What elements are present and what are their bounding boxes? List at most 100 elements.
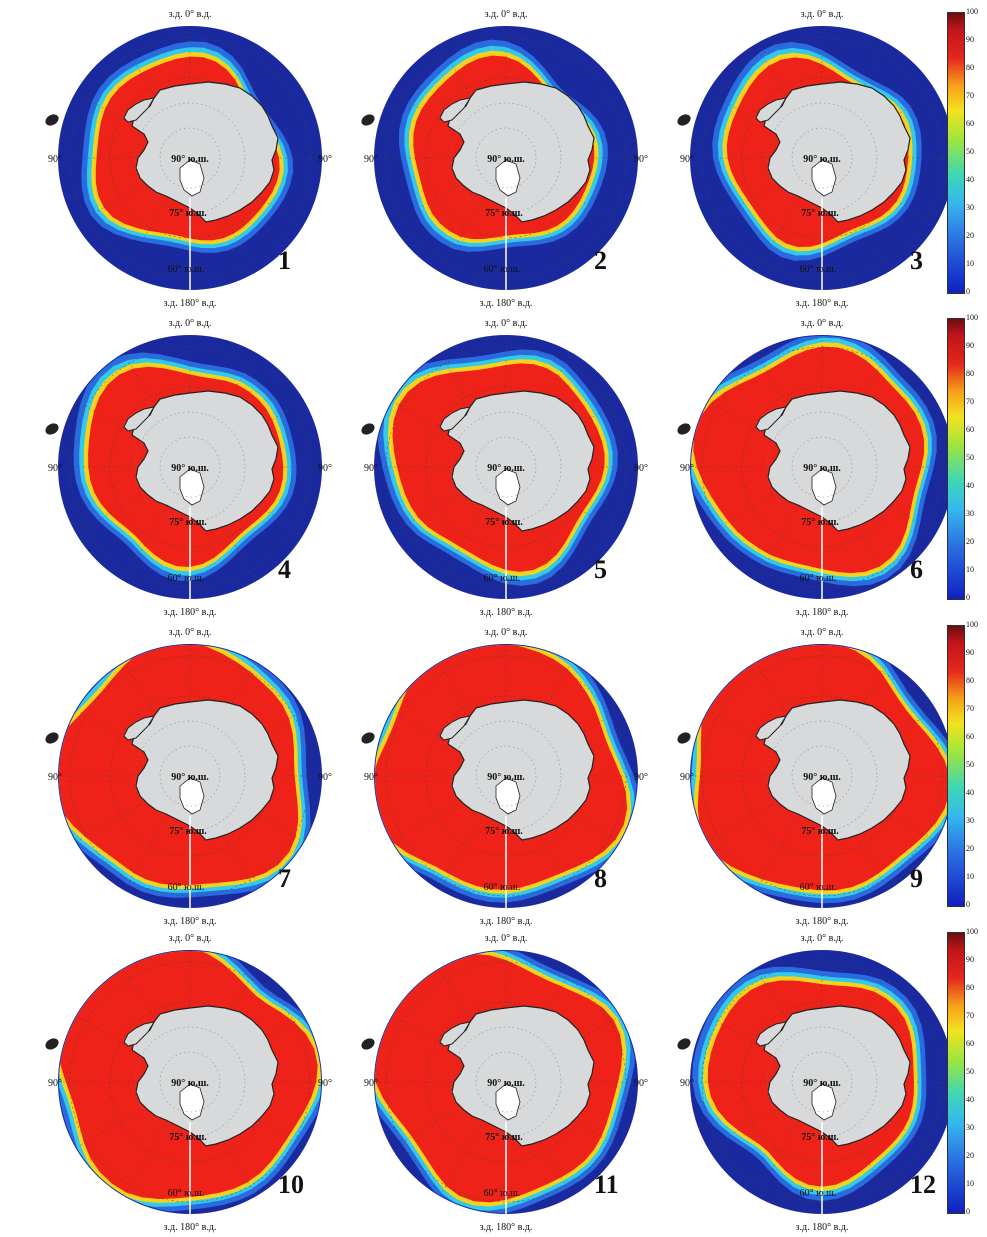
island-marker: [361, 423, 375, 435]
label-right: 90°: [318, 772, 332, 783]
antarctic-peninsula: [123, 715, 156, 741]
ross-ice-shelf: [811, 468, 837, 506]
label-pole: 90° ю.ш.: [487, 463, 525, 474]
label-top: з.д. 0° в.д.: [485, 627, 528, 638]
colorbar-gradient: [947, 12, 965, 294]
colorbar-tick-label: 30: [966, 509, 974, 518]
island-marker: [361, 732, 375, 744]
label-bottom: з.д. 180° в.д.: [480, 1222, 533, 1233]
ross-ice-shelf: [179, 1083, 205, 1121]
label-pole: 90° ю.ш.: [803, 154, 841, 165]
label-lat75: 75° ю.ш.: [169, 517, 207, 528]
colorbar-3: 100 90 80 70 60 50 40 30 20 10 0: [947, 620, 978, 909]
polar-map: з.д. 0° в.д.з.д. 180° в.д.90°90°90° ю.ш.…: [45, 9, 332, 309]
colorbar-tick-label: 0: [966, 287, 970, 296]
colorbar-tick-label: 10: [966, 872, 974, 881]
ross-ice-shelf: [179, 159, 205, 197]
ross-ice-shelf: [495, 777, 521, 815]
label-right: 90°: [634, 154, 648, 165]
island-marker: [677, 732, 691, 744]
label-bottom: з.д. 180° в.д.: [480, 298, 533, 309]
colorbar-2: 100 90 80 70 60 50 40 30 20 10 0: [947, 313, 978, 602]
antarctic-peninsula: [439, 1021, 472, 1047]
island-marker: [45, 114, 59, 126]
colorbar-tick-label: 100: [966, 927, 978, 936]
label-right: 90°: [634, 463, 648, 474]
label-pole: 90° ю.ш.: [803, 1078, 841, 1089]
colorbar-tick-label: 10: [966, 565, 974, 574]
label-top: з.д. 0° в.д.: [169, 627, 212, 638]
panel-number: 7: [278, 864, 291, 893]
panel-number: 10: [278, 1170, 304, 1199]
island-marker: [677, 1038, 691, 1050]
antarctic-peninsula: [439, 406, 472, 432]
colorbar-tick-label: 0: [966, 593, 970, 602]
label-pole: 90° ю.ш.: [803, 772, 841, 783]
colorbar-tick-label: 20: [966, 537, 974, 546]
polar-map: з.д. 0° в.д.з.д. 180° в.д.90°90°90° ю.ш.…: [361, 933, 648, 1233]
antarctica-landmass: [763, 81, 911, 223]
colorbar-tick-label: 80: [966, 369, 974, 378]
antarctica-landmass: [447, 81, 595, 223]
label-bottom: з.д. 180° в.д.: [480, 916, 533, 927]
label-lat60: 60° ю.ш.: [800, 1188, 837, 1199]
island-marker: [45, 423, 59, 435]
label-lat60: 60° ю.ш.: [800, 573, 837, 584]
island-marker: [677, 423, 691, 435]
label-top: з.д. 0° в.д.: [169, 318, 212, 329]
label-right: 90°: [318, 463, 332, 474]
island-marker: [45, 732, 59, 744]
colorbar-tick-label: 20: [966, 1151, 974, 1160]
map-panel-1: з.д. 0° в.д. з.д. 180° в.д. 90° 90° 90° ю.ш.…: [40, 8, 340, 309]
label-lat60: 60° ю.ш.: [800, 264, 837, 275]
polar-map: з.д. 0° в.д.з.д. 180° в.д.90°90°90° ю.ш.…: [677, 933, 964, 1233]
colorbar-4: 100 90 80 70 60 50 40 30 20 10 0: [947, 927, 978, 1216]
antarctica-landmass: [763, 699, 911, 841]
colorbar-tick-label: 10: [966, 259, 974, 268]
ross-ice-shelf: [495, 159, 521, 197]
colorbar-tick-label: 30: [966, 1123, 974, 1132]
polar-map: з.д. 0° в.д.з.д. 180° в.д.90°90°90° ю.ш.…: [361, 9, 648, 309]
label-right: 90°: [634, 772, 648, 783]
colorbar-tick-label: 60: [966, 732, 974, 741]
antarctica-landmass: [763, 1005, 911, 1147]
colorbar-tick-label: 100: [966, 313, 978, 322]
polar-map: з.д. 0° в.д.з.д. 180° в.д.90°90°90° ю.ш.…: [45, 627, 332, 927]
label-bottom: з.д. 180° в.д.: [480, 607, 533, 618]
colorbar-tick-label: 60: [966, 425, 974, 434]
ross-ice-shelf: [495, 468, 521, 506]
label-top: з.д. 0° в.д.: [801, 933, 844, 944]
label-left: 90°: [680, 154, 694, 165]
label-top: з.д. 0° в.д.: [169, 9, 212, 20]
colorbar-tick-label: 30: [966, 816, 974, 825]
label-bottom: з.д. 180° в.д.: [796, 298, 849, 309]
polar-map: з.д. 0° в.д.з.д. 180° в.д.90°90°90° ю.ш.…: [45, 933, 332, 1233]
label-lat75: 75° ю.ш.: [801, 826, 839, 837]
map-panel-5: з.д. 0° в.д. з.д. 180° в.д. 90° 90° 90° ю.ш.…: [356, 317, 656, 618]
label-right: 90°: [634, 1078, 648, 1089]
label-lat75: 75° ю.ш.: [485, 517, 523, 528]
label-lat60: 60° ю.ш.: [168, 264, 205, 275]
panel-number: 11: [594, 1170, 619, 1199]
label-left: 90°: [48, 1078, 62, 1089]
label-bottom: з.д. 180° в.д.: [796, 1222, 849, 1233]
colorbar-tick-label: 40: [966, 788, 974, 797]
antarctica-landmass: [447, 390, 595, 532]
label-lat75: 75° ю.ш.: [169, 1132, 207, 1143]
label-top: з.д. 0° в.д.: [485, 318, 528, 329]
colorbar-tick-label: 100: [966, 7, 978, 16]
colorbar-gradient: [947, 932, 965, 1214]
colorbar-tick-label: 70: [966, 91, 974, 100]
ross-ice-shelf: [495, 1083, 521, 1121]
colorbar-tick-label: 70: [966, 1011, 974, 1020]
antarctic-peninsula: [755, 406, 788, 432]
map-panel-10: з.д. 0° в.д. з.д. 180° в.д. 90° 90° 90° ю.ш.…: [40, 932, 340, 1233]
label-pole: 90° ю.ш.: [171, 463, 209, 474]
colorbar-tick-label: 50: [966, 453, 974, 462]
label-left: 90°: [48, 772, 62, 783]
label-right: 90°: [318, 154, 332, 165]
colorbar-tick-label: 40: [966, 481, 974, 490]
ross-ice-shelf: [811, 159, 837, 197]
label-lat60: 60° ю.ш.: [484, 573, 521, 584]
label-lat60: 60° ю.ш.: [484, 1188, 521, 1199]
